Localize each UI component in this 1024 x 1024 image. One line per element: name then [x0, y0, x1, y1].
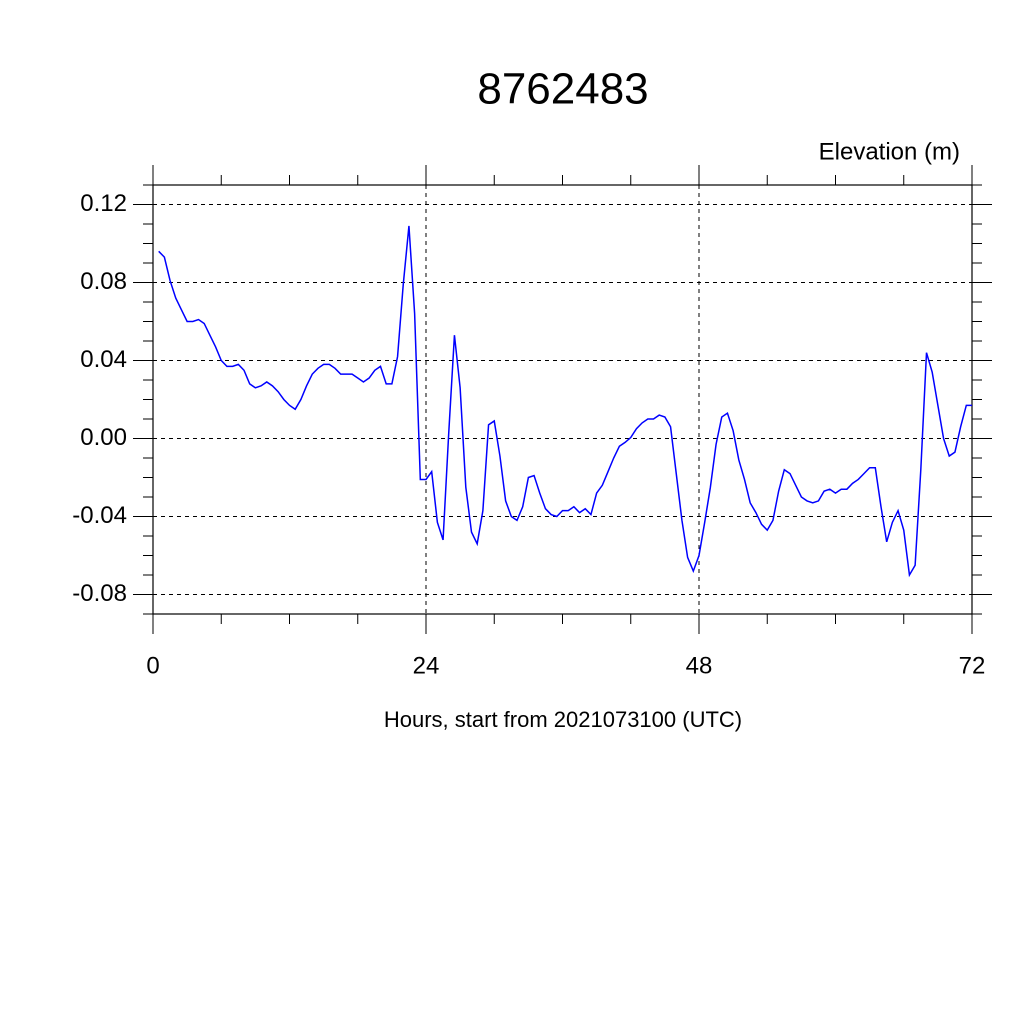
plot-frame: [152, 184, 973, 615]
y-tick-label: 0.04: [80, 346, 127, 373]
y-axis-label: Elevation (m): [819, 138, 960, 165]
data-line: [158, 225, 972, 578]
x-tick-label: 72: [959, 652, 986, 679]
x-tick-label: 24: [413, 652, 440, 679]
y-tick-label: 0.08: [80, 268, 127, 295]
x-tick-label: 48: [686, 652, 713, 679]
y-tick-label: 0.00: [80, 424, 127, 451]
chart-title: 8762483: [477, 65, 648, 114]
y-tick-label: -0.04: [72, 502, 127, 529]
y-tick-label: 0.12: [80, 190, 127, 217]
x-axis-label: Hours, start from 2021073100 (UTC): [384, 707, 742, 732]
x-tick-label: 0: [146, 652, 159, 679]
y-tick-label: -0.08: [72, 580, 127, 607]
